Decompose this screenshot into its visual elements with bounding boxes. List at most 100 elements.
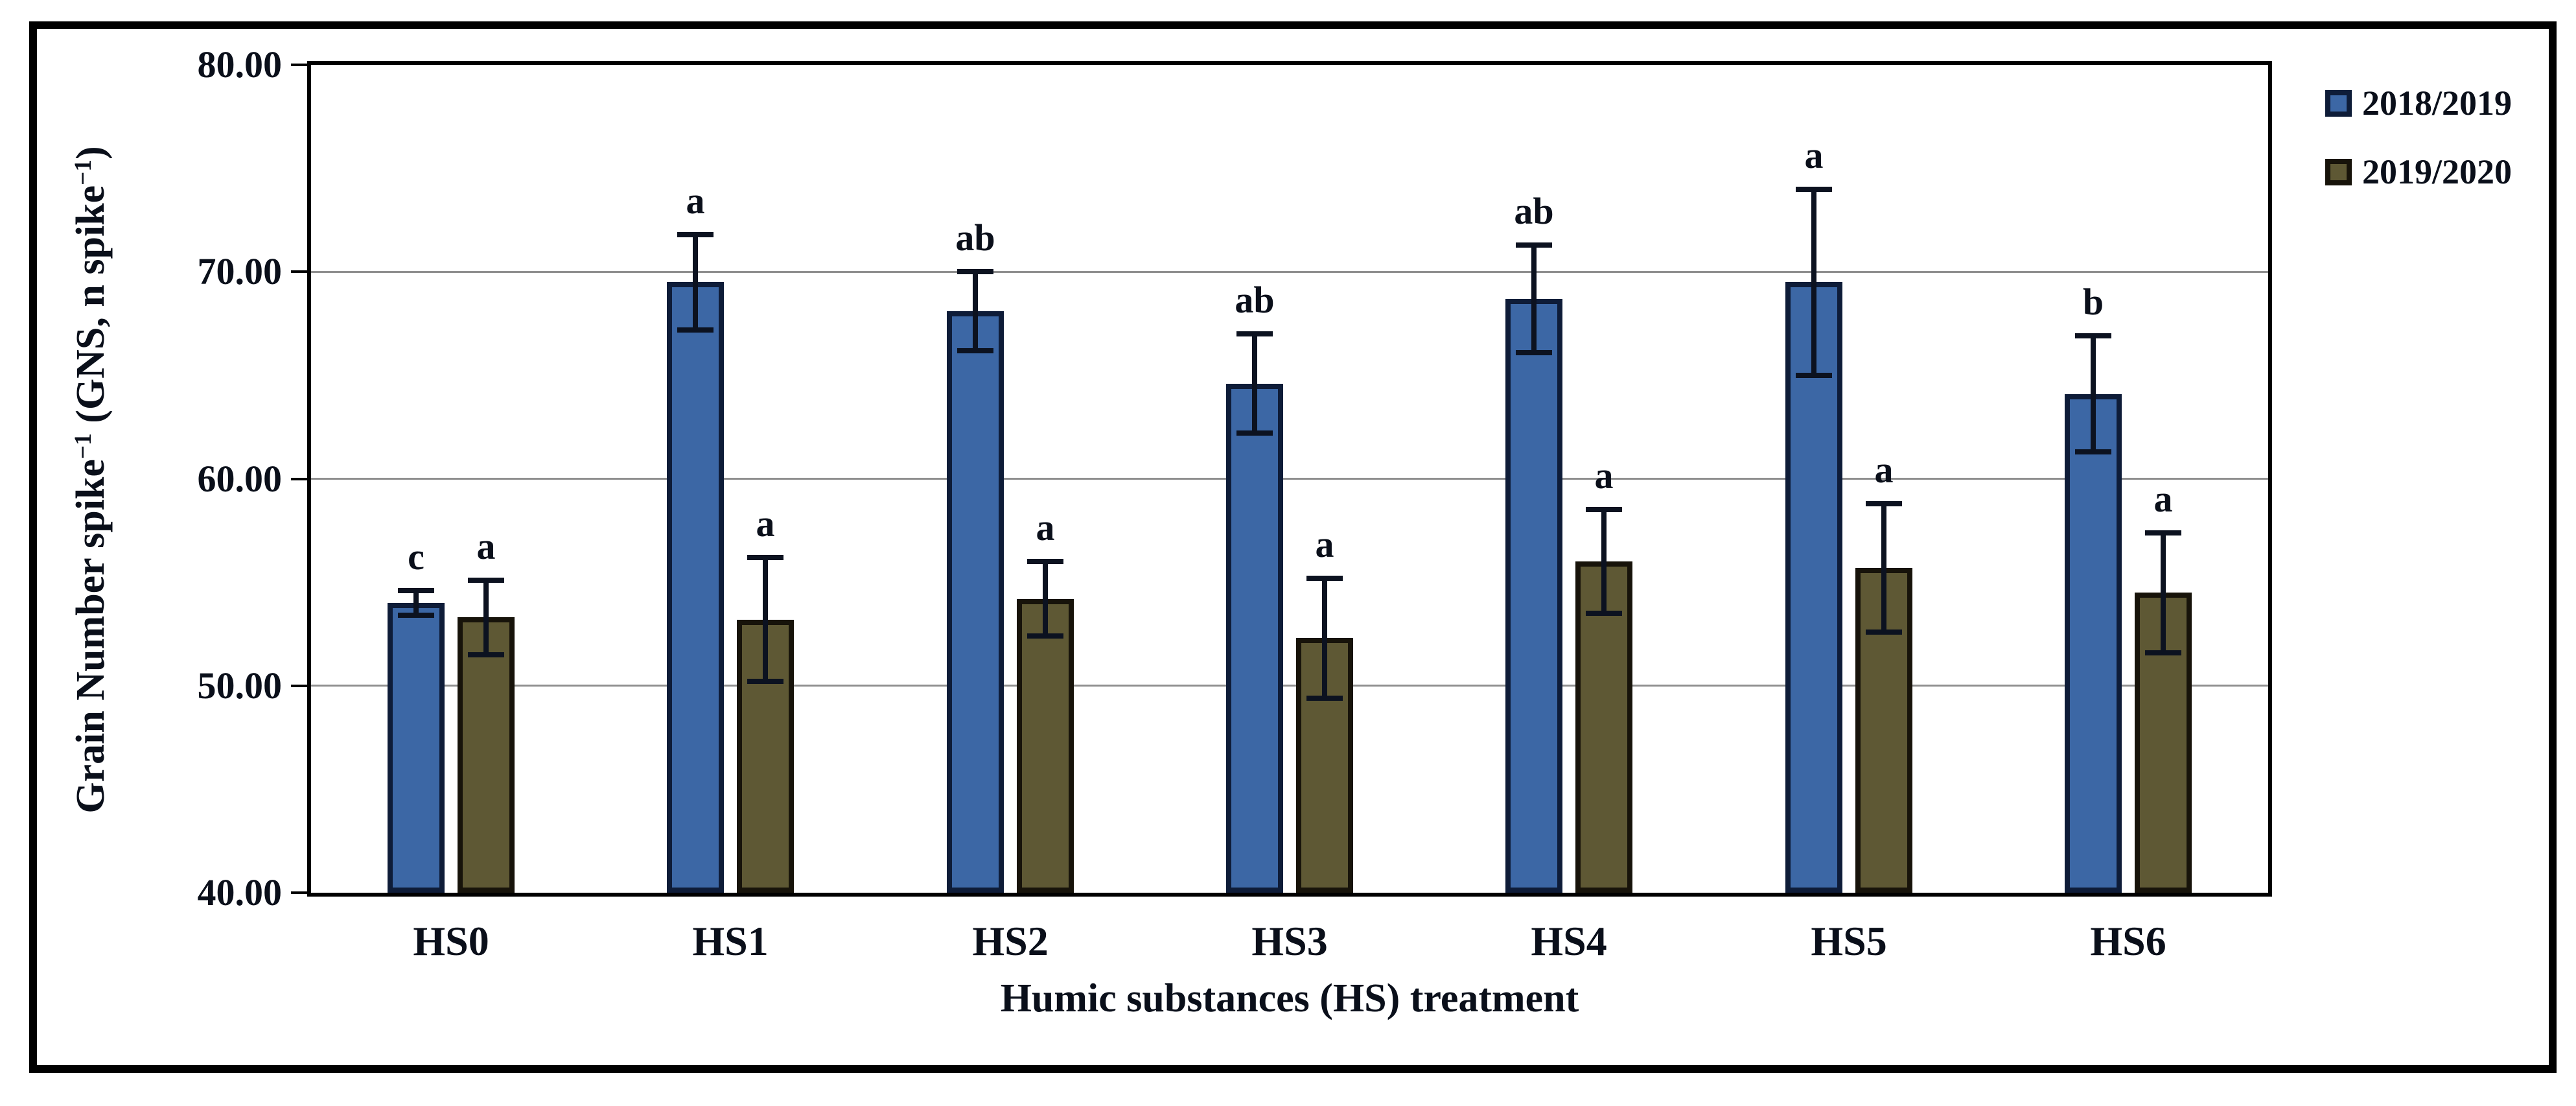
plot-area-frame [307, 61, 2272, 897]
error-bar-cap-bottom [1027, 633, 1063, 639]
legend-item-2018-2019: 2018/2019 [2325, 86, 2512, 121]
y-axis-title-superscript: −1 [69, 433, 97, 460]
y-axis-tick [291, 270, 307, 273]
bar-2018-2019-HS0 [388, 603, 445, 893]
error-bar [2161, 533, 2166, 653]
error-bar [763, 558, 768, 682]
error-bar [1531, 245, 1537, 353]
figure-border [29, 21, 2557, 1073]
error-bar-cap-bottom [2145, 650, 2181, 655]
significance-letter: a [1315, 523, 1334, 565]
error-bar [1881, 504, 1886, 632]
legend-label-2019-2020: 2019/2020 [2362, 152, 2512, 191]
bar-2018-2019-HS4 [1505, 299, 1562, 893]
y-axis-title-text: (GNS, n spike [69, 185, 113, 434]
category-label: HS1 [692, 918, 769, 964]
bar-2018-2019-HS3 [1226, 384, 1283, 893]
significance-letter: a [1804, 134, 1824, 176]
bar-2018-2019-HS2 [947, 311, 1004, 893]
bar-2018-2019-HS1 [667, 282, 724, 893]
y-axis-title: Grain Number spike−1 (GNS, n spike−1) [65, 68, 117, 891]
error-bar [2091, 336, 2096, 452]
legend-label-2018-2019: 2018/2019 [2362, 84, 2512, 123]
gridline [311, 685, 2268, 687]
bar-2019-2020-HS0 [458, 617, 515, 893]
error-bar-cap-top [1516, 242, 1552, 248]
error-bar-cap-top [398, 588, 434, 593]
category-label: HS4 [1531, 918, 1607, 964]
significance-letter: a [1874, 449, 1894, 491]
error-bar [1043, 561, 1048, 636]
error-bar-cap-top [677, 232, 714, 237]
error-bar-cap-top [1796, 187, 1832, 192]
bar-2019-2020-HS4 [1575, 561, 1632, 893]
error-bar-cap-bottom [1796, 373, 1832, 378]
error-bar-cap-top [747, 555, 783, 560]
error-bar [693, 235, 698, 330]
error-bar-cap-bottom [957, 348, 993, 353]
bar-2018-2019-HS6 [2065, 394, 2122, 893]
significance-letter: a [2153, 478, 2173, 520]
legend-swatch-2019-2020 [2325, 158, 2352, 185]
y-tick-label: 40.00 [197, 871, 283, 913]
error-bar-cap-top [1586, 507, 1622, 512]
significance-letter: ab [1235, 279, 1275, 321]
y-axis-tick [291, 478, 307, 480]
error-bar-cap-bottom [398, 613, 434, 618]
y-tick-label: 70.00 [197, 250, 283, 292]
legend: 2018/2019 2019/2020 [2325, 86, 2512, 223]
error-bar-cap-top [2075, 333, 2111, 338]
category-label: HS6 [2090, 918, 2166, 964]
error-bar [973, 272, 978, 350]
significance-letter: a [756, 502, 775, 545]
error-bar-cap-bottom [2075, 449, 2111, 454]
error-bar-cap-bottom [677, 327, 714, 333]
error-bar-cap-bottom [1306, 696, 1343, 701]
error-bar-cap-top [1236, 331, 1273, 336]
y-tick-label: 80.00 [197, 43, 283, 86]
error-bar-cap-bottom [468, 652, 504, 657]
y-axis-title-text: ) [69, 146, 113, 160]
bar-2019-2020-HS2 [1017, 599, 1074, 893]
y-axis-tick [291, 685, 307, 687]
y-tick-label: 60.00 [197, 458, 283, 500]
category-label: HS3 [1251, 918, 1328, 964]
y-axis-tick [291, 891, 307, 894]
significance-letter: c [408, 535, 424, 578]
gridline [311, 271, 2268, 273]
bar-2018-2019-HS5 [1785, 282, 1842, 893]
error-bar-cap-top [1866, 501, 1902, 506]
error-bar-cap-top [468, 578, 504, 583]
x-axis-title: Humic substances (HS) treatment [1000, 976, 1579, 1020]
significance-letter: a [1594, 454, 1614, 497]
error-bar-cap-top [957, 269, 993, 274]
error-bar [1322, 578, 1327, 698]
error-bar [1601, 510, 1607, 613]
gridline [311, 478, 2268, 480]
significance-letter: ab [1514, 190, 1554, 232]
error-bar-cap-bottom [1586, 611, 1622, 616]
significance-letter: b [2082, 281, 2104, 323]
error-bar-cap-bottom [747, 679, 783, 684]
error-bar-cap-bottom [1516, 350, 1552, 355]
y-tick-label: 50.00 [197, 665, 283, 707]
error-bar-cap-bottom [1236, 430, 1273, 436]
significance-letter: a [476, 525, 496, 567]
category-label: HS5 [1811, 918, 1887, 964]
error-bar-cap-top [1306, 576, 1343, 581]
y-axis-title-superscript: −1 [69, 159, 97, 185]
significance-letter: ab [955, 217, 995, 259]
error-bar [413, 591, 419, 615]
category-label: HS2 [972, 918, 1049, 964]
error-bar [1811, 189, 1816, 375]
error-bar-cap-top [1027, 559, 1063, 564]
significance-letter: a [686, 180, 705, 222]
error-bar [483, 580, 489, 655]
significance-letter: a [1036, 506, 1055, 548]
legend-swatch-2018-2019 [2325, 89, 2352, 117]
legend-item-2019-2020: 2019/2020 [2325, 154, 2512, 189]
error-bar [1252, 334, 1257, 433]
error-bar-cap-bottom [1866, 629, 1902, 635]
category-label: HS0 [413, 918, 489, 964]
